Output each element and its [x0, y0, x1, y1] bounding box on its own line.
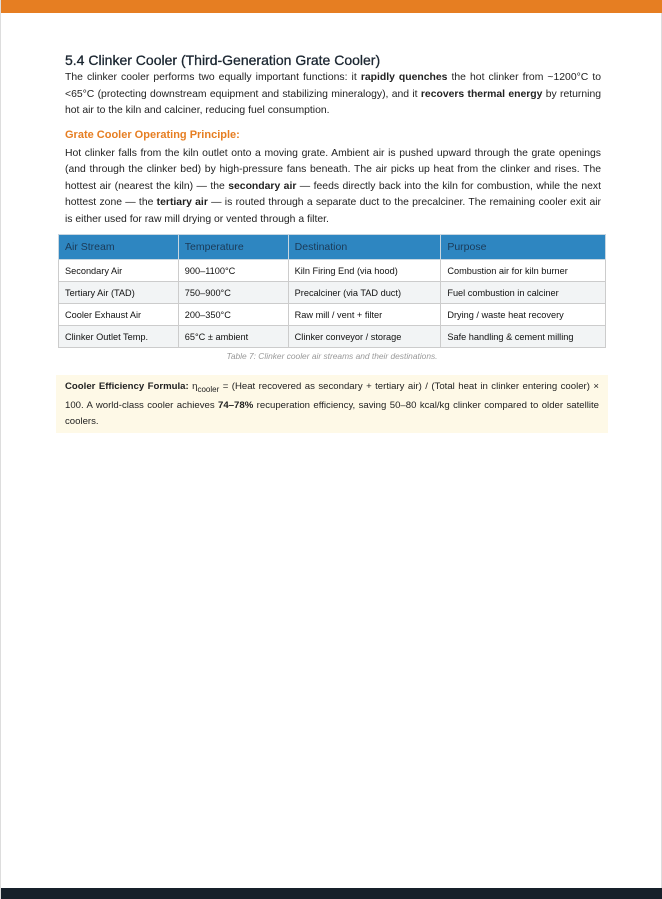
cell: Clinker conveyor / storage — [287, 325, 442, 348]
cell: Safe handling & cement milling — [440, 325, 606, 348]
cell: Cooler Exhaust Air — [58, 303, 179, 326]
cell: Kiln Firing End (via hood) — [287, 259, 442, 282]
cell: 200–350°C — [177, 303, 289, 326]
formula-note: Cooler Efficiency Formula: ηcooler = (He… — [56, 375, 608, 433]
eta-symbol: η — [188, 381, 198, 392]
bottom-footer-bar — [1, 888, 662, 899]
subscript: cooler — [197, 385, 220, 394]
cell: 65°C ± ambient — [177, 325, 289, 348]
cell: Drying / waste heat recovery — [440, 303, 606, 326]
table-row: Clinker Outlet Temp. 65°C ± ambient Clinke… — [58, 325, 606, 348]
cell: 900–1100°C — [177, 259, 289, 282]
section-title: 5.4 Clinker Cooler (Third-Generation Gra… — [65, 52, 381, 68]
column-header: Destination — [287, 234, 442, 260]
text: — feeds directly back into the kiln for … — [65, 180, 601, 209]
text: the hot clinker from ~1200°C to <65°C (p… — [65, 72, 601, 100]
cell: Precalciner (via TAD duct) — [287, 281, 442, 304]
cell: Combustion air for kiln burner — [440, 259, 606, 282]
text: Hot clinker falls from the kiln outlet o… — [65, 147, 601, 192]
table-header-row: Air Stream Temperature Destination Purpo… — [58, 234, 606, 260]
cell: Tertiary Air (TAD) — [58, 281, 179, 304]
column-header: Air Stream — [58, 234, 179, 260]
bold-text: rapidly quenches — [360, 72, 448, 83]
cell: Clinker Outlet Temp. — [58, 325, 179, 348]
table-row: Secondary Air 900–1100°C Kiln Firing End (… — [58, 259, 606, 282]
table-row: Tertiary Air (TAD) 750–900°C Precalciner (… — [58, 281, 606, 304]
top-accent-bar — [1, 0, 662, 13]
bold-text: tertiary air — [156, 197, 208, 208]
column-header: Purpose — [440, 234, 606, 260]
text: recuperation efficiency, saving 50–80 kc… — [65, 400, 599, 427]
principle-paragraph: Hot clinker falls from the kiln outlet o… — [65, 146, 601, 229]
bold-text: 74–78% — [218, 400, 254, 411]
cell: Secondary Air — [58, 259, 179, 282]
table-caption: Table 7: Clinker cooler air streams and … — [226, 351, 438, 361]
column-header: Temperature — [177, 234, 289, 260]
subheading: Grate Cooler Operating Principle: — [65, 128, 240, 141]
cell: 750–900°C — [177, 281, 289, 304]
table-row: Cooler Exhaust Air 200–350°C Raw mill / ve… — [58, 303, 606, 326]
text: by returning hot air to the kiln and cal… — [65, 88, 602, 117]
air-streams-table: Air Stream Temperature Destination Purpo… — [58, 234, 606, 348]
text: The clinker cooler performs two equally … — [65, 72, 361, 83]
content: 5.4 Clinker Cooler (Third-Generation Gra… — [65, 50, 601, 228]
cell: Raw mill / vent + filter — [287, 303, 442, 326]
text: — is routed through a separate duct to t… — [65, 197, 602, 225]
bold-text: secondary air — [228, 180, 297, 192]
cell: Fuel combustion in calciner — [440, 281, 606, 304]
note-label: Cooler Efficiency Formula: — [65, 381, 189, 392]
intro-paragraph: The clinker cooler performs two equally … — [65, 70, 601, 120]
text: = (Heat recovered as secondary + tertiar… — [65, 381, 599, 411]
bold-text: recovers thermal energy — [420, 88, 543, 100]
